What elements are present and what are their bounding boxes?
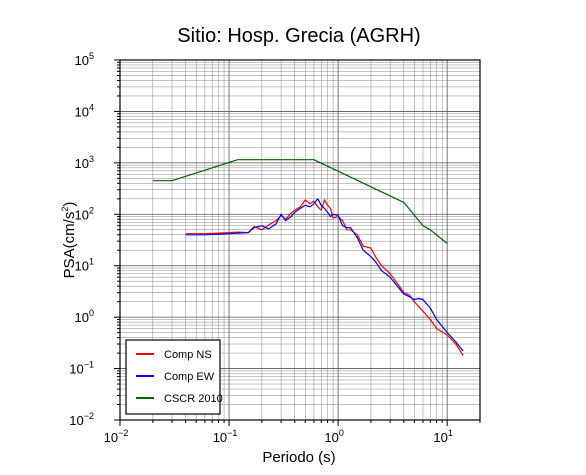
axis-ticks xyxy=(114,59,481,426)
legend-label-comp-ew: Comp EW xyxy=(164,371,215,383)
y-tick-labels: 10−2 10−1 100 101 102 103 104 105 xyxy=(69,51,94,428)
series-line-comp-ns xyxy=(185,199,464,356)
legend: Comp NS Comp EW CSCR 2010 xyxy=(125,339,223,415)
grid xyxy=(119,59,481,421)
legend-label-comp-ns: Comp NS xyxy=(164,349,212,361)
x-tick-label: 101 xyxy=(433,428,452,445)
chart-title: Sitio: Hosp. Grecia (AGRH) xyxy=(177,25,420,47)
plot-frame xyxy=(119,59,481,421)
y-tick-label: 105 xyxy=(75,51,94,68)
series-line-cscr-2010 xyxy=(152,159,448,244)
y-tick-label: 104 xyxy=(75,102,94,119)
series-line-comp-ew xyxy=(185,198,464,352)
y-tick-label: 10−1 xyxy=(69,360,94,377)
x-tick-label: 10−2 xyxy=(104,428,129,445)
y-tick-label: 10−2 xyxy=(69,411,94,428)
y-axis-label-close: ) xyxy=(61,202,78,207)
x-axis-label: Periodo (s) xyxy=(262,449,335,466)
y-axis-label-base: PSA(cm/s xyxy=(61,212,78,279)
y-axis-label-exp: 2 xyxy=(60,207,70,212)
y-axis-label: PSA(cm/s2) xyxy=(60,202,78,279)
x-tick-labels: 10−2 10−1 100 101 xyxy=(104,428,453,445)
legend-label-cscr-2010: CSCR 2010 xyxy=(164,393,223,405)
y-tick-label: 103 xyxy=(75,154,94,171)
y-tick-label: 100 xyxy=(75,308,94,325)
x-tick-label: 100 xyxy=(324,428,343,445)
x-tick-label: 10−1 xyxy=(213,428,238,445)
y-tick-label: 101 xyxy=(75,257,94,274)
series-layer xyxy=(152,159,464,356)
y-tick-label: 102 xyxy=(75,205,94,222)
